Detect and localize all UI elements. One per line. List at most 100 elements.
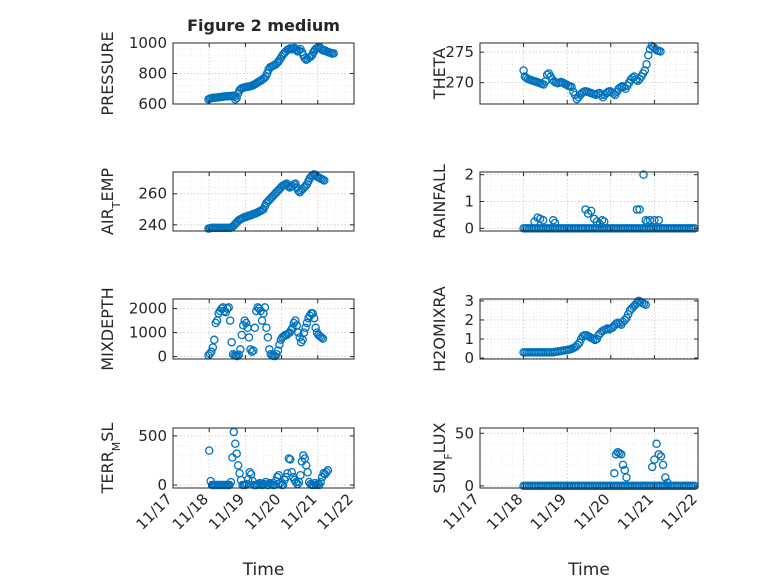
data-point [287, 468, 296, 477]
x-tick-label: 11/17 [133, 490, 176, 533]
y-axis-label: PRESSURE [98, 31, 117, 115]
data-point [232, 93, 241, 103]
data-point [260, 303, 270, 312]
axes-box [479, 427, 699, 489]
data-point [309, 480, 318, 490]
x-axis-label: Time [567, 560, 610, 580]
data-point [231, 439, 240, 448]
data-point [645, 216, 655, 225]
data-point [273, 346, 283, 355]
data-point [318, 334, 328, 343]
y-label-subscript: F [442, 453, 455, 459]
axes-box [172, 298, 355, 360]
axes-box [479, 42, 699, 105]
data-point [302, 318, 312, 328]
y-tick-label: 2 [464, 166, 474, 184]
axes-box [172, 171, 355, 232]
y-tick-label: 0 [464, 349, 474, 367]
data-point [296, 470, 305, 480]
y-axis-label: MIXDEPTH [98, 287, 117, 370]
data-point [283, 468, 292, 478]
data-point [234, 350, 244, 359]
y-axis-label: H2OMIXRA [430, 286, 449, 372]
data-point [225, 316, 235, 325]
subplot-4: 0 1 2 RAINFALL [430, 164, 699, 239]
y-tick-label: 270 [445, 74, 474, 92]
data-point [550, 218, 560, 228]
data-point [642, 60, 651, 69]
data-point [245, 468, 254, 477]
data-point [635, 205, 644, 214]
data-point [595, 220, 605, 229]
x-tick-label: 11/22 [658, 490, 701, 533]
y-tick-label: 260 [138, 185, 167, 203]
data-point [236, 345, 245, 354]
data-point [650, 455, 659, 464]
y-axis-label: THETA [430, 48, 449, 100]
data-point [223, 304, 232, 313]
y-tick-label: 0 [464, 477, 474, 495]
y-tick-label: 3 [464, 292, 474, 310]
data-point [291, 179, 300, 188]
data-point [275, 340, 284, 349]
data-point [323, 466, 333, 475]
y-tick-label: 0 [157, 476, 167, 494]
data-point [640, 66, 650, 75]
data-point [661, 473, 670, 482]
data-point [650, 216, 659, 225]
data-point [233, 351, 242, 361]
data-point [263, 333, 273, 342]
data-point [288, 323, 297, 333]
data-point [232, 449, 241, 458]
data-point [303, 468, 312, 477]
data-point [639, 170, 648, 179]
y-label-rest: SL [98, 423, 117, 442]
x-tick-label: 11/17 [440, 490, 483, 533]
series-markers [204, 170, 329, 233]
data-point [618, 460, 628, 470]
y-tick-label: 1000 [129, 34, 167, 52]
y-tick-label: 0 [464, 219, 474, 237]
y-axis-label: RAINFALL [430, 164, 449, 239]
x-axis-label: Time [242, 560, 285, 580]
y-tick-label: 275 [445, 43, 474, 61]
y-label-rest: EMP [98, 168, 117, 202]
data-point [610, 469, 619, 478]
y-tick-label: 50 [455, 424, 474, 442]
data-point [654, 216, 664, 225]
data-point [224, 303, 233, 312]
series-markers [204, 427, 333, 490]
data-point [286, 455, 295, 464]
y-axis-label: SUNFLUX [430, 422, 455, 493]
data-point [247, 347, 257, 357]
data-point [596, 90, 606, 100]
data-point [210, 335, 219, 345]
data-point [259, 309, 268, 318]
series-markers [519, 439, 699, 491]
y-label-main: THETA [430, 48, 449, 100]
data-point [291, 477, 301, 487]
data-point [204, 446, 214, 455]
y-tick-label: 1 [464, 193, 474, 211]
subplot-5: 0 1000 2000 MIXDEPTH [98, 287, 355, 371]
y-tick-label: 2000 [129, 300, 167, 318]
y-tick-label: 800 [138, 65, 167, 83]
data-point [294, 328, 303, 337]
data-point [286, 44, 295, 53]
data-point [641, 216, 650, 225]
data-point [322, 468, 331, 477]
data-point [241, 318, 251, 328]
x-tick-label: 11/20 [241, 490, 284, 533]
data-point [615, 449, 624, 458]
series-markers [519, 41, 665, 104]
x-tick-label: 11/22 [314, 490, 357, 533]
data-point [227, 337, 236, 347]
y-label-main: RAINFALL [430, 164, 449, 239]
y-label-main: H2OMIXRA [430, 286, 449, 372]
axes-box [172, 427, 355, 489]
data-point [228, 453, 237, 462]
y-axis-label: AIRTEMP [98, 168, 123, 235]
x-tick-label: 11/19 [205, 490, 248, 533]
